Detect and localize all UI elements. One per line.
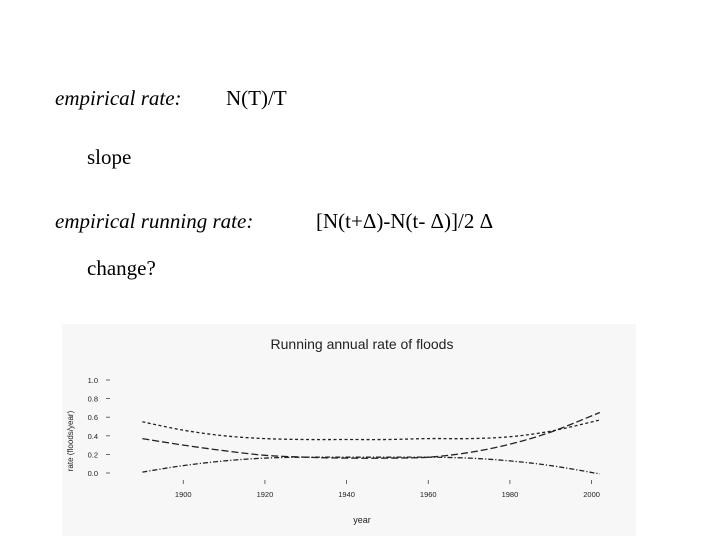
chart-panel: Running annual rate of floods rate (floo… — [62, 324, 636, 536]
x-axis-label: year — [353, 515, 371, 525]
y-tick-label: 1.0 — [88, 376, 98, 385]
empirical-rate-label: empirical rate: — [55, 86, 182, 110]
running-rate-label: empirical running rate: — [55, 209, 254, 233]
x-tick-label: 1940 — [338, 490, 355, 499]
change-label: change? — [87, 256, 156, 280]
y-tick-label: 0.2 — [88, 450, 98, 459]
series-line-upper-bound — [142, 419, 600, 441]
y-tick-label: 0.6 — [88, 413, 98, 422]
series-line-lower-bound — [142, 456, 600, 475]
slope-label: slope — [87, 145, 132, 169]
x-tick-label: 1960 — [420, 490, 437, 499]
y-tick-label: 0.0 — [88, 469, 98, 478]
y-tick-label: 0.8 — [88, 395, 98, 404]
x-tick-label: 1920 — [257, 490, 274, 499]
y-tick-label: 0.4 — [88, 432, 98, 441]
flood-rate-chart: Running annual rate of floods rate (floo… — [66, 336, 601, 525]
x-tick-label: 1900 — [175, 490, 192, 499]
empirical-rate-formula: N(T)/T — [226, 86, 287, 110]
chart-title: Running annual rate of floods — [271, 336, 454, 352]
x-tick-label: 2000 — [583, 490, 600, 499]
y-axis-label: rate (floods/year) — [66, 410, 75, 471]
series-line-estimate — [142, 411, 601, 459]
running-rate-formula: [N(t+Δ)-N(t- Δ)]/2 Δ — [316, 209, 494, 233]
x-tick-label: 1980 — [502, 490, 519, 499]
